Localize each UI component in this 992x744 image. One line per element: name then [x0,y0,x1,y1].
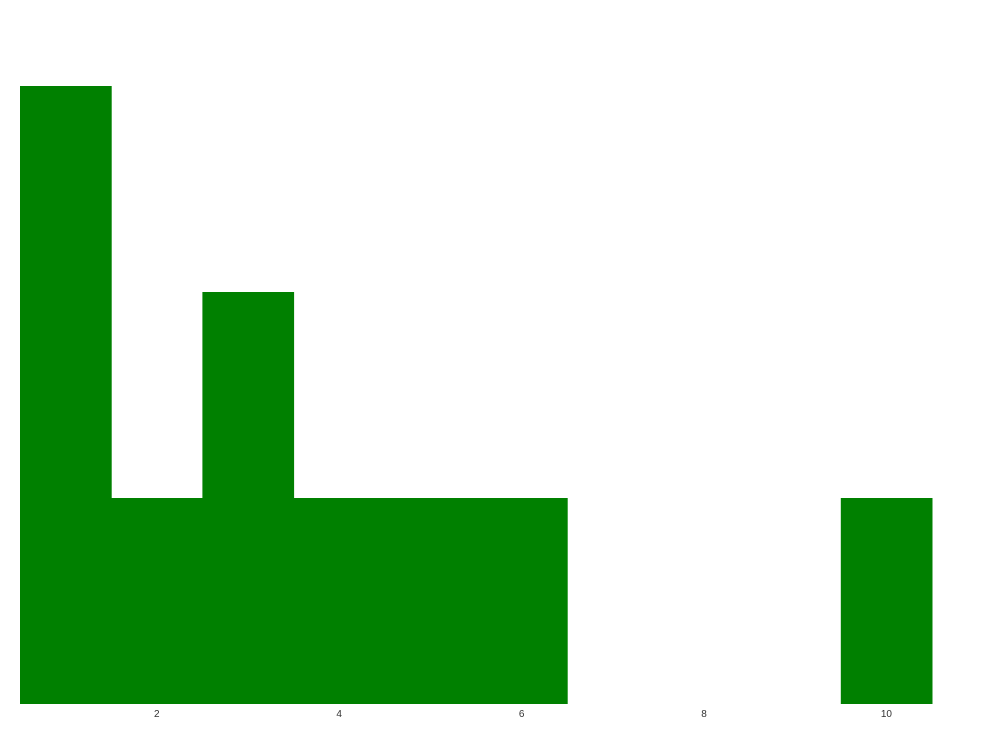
bar-1 [20,86,112,704]
x-tick-label-4: 4 [336,709,342,720]
bar-6 [476,498,568,704]
bar-2 [111,498,203,704]
bar-4 [293,498,386,704]
bar-5 [384,498,477,704]
x-tick-label-6: 6 [519,709,525,720]
x-axis-ticks: 2 4 6 8 10 [154,709,892,720]
x-tick-label-2: 2 [154,709,160,720]
x-tick-label-8: 8 [701,709,707,720]
bar-3 [202,292,295,704]
x-tick-label-10: 10 [881,709,893,720]
bar-10 [840,498,933,704]
bars-group [20,86,933,704]
